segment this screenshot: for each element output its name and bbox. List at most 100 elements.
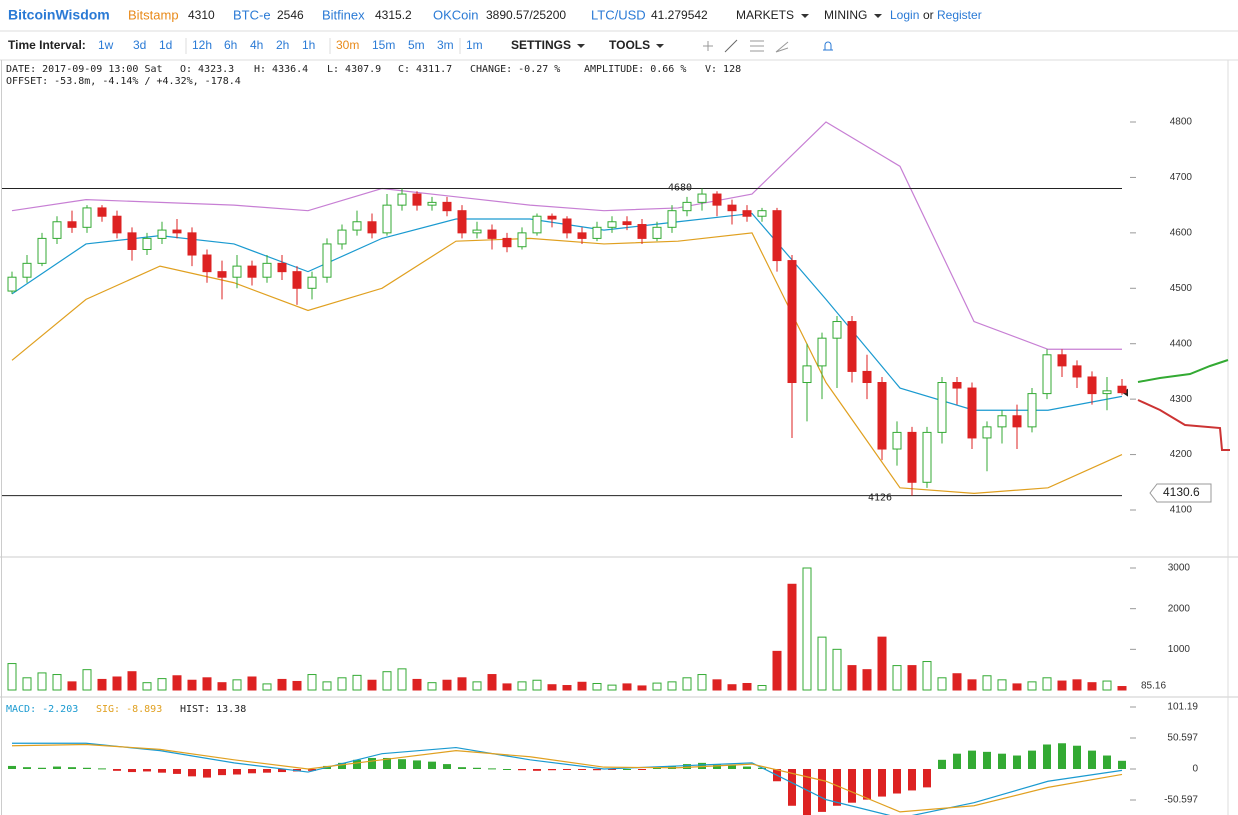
interval[interactable]: 5m — [408, 38, 425, 52]
volume-bar — [937, 677, 947, 691]
macd-line — [12, 742, 1123, 815]
settings[interactable]: SETTINGS — [511, 38, 571, 52]
interval[interactable]: 2h — [276, 38, 289, 52]
caret — [577, 44, 585, 48]
volume-bar — [637, 685, 647, 691]
volume-bar — [502, 683, 512, 691]
tools[interactable]: TOOLS — [609, 38, 650, 52]
candle-body — [262, 262, 272, 278]
logo[interactable]: BitcoinWisdom — [8, 7, 110, 23]
hist-bar — [833, 769, 841, 806]
volume-bar — [427, 682, 437, 691]
hist-bar — [1028, 750, 1036, 769]
candle-body — [892, 431, 902, 450]
info-field: V: 128 — [705, 64, 741, 75]
candle-body — [622, 221, 632, 226]
hist-bar — [128, 769, 136, 773]
volume-bar — [727, 684, 737, 691]
market-name[interactable]: Bitstamp — [128, 7, 179, 22]
interval[interactable]: 30m — [336, 38, 359, 52]
login[interactable]: Login — [890, 8, 919, 22]
hist-bar — [23, 767, 31, 769]
interval[interactable]: 6h — [224, 38, 237, 52]
volume-bar — [472, 681, 482, 691]
hist-bar — [728, 765, 736, 769]
candle-body — [442, 201, 452, 212]
hist-bar — [83, 767, 91, 769]
candle-body — [247, 265, 257, 278]
candle-body — [427, 201, 437, 206]
market-name[interactable]: Bitfinex — [322, 7, 365, 22]
candle-body — [547, 215, 557, 220]
hist-bar — [218, 769, 226, 776]
hist-bar — [158, 769, 166, 773]
y-tick-label: 4300 — [1170, 394, 1193, 405]
hist-bar — [428, 761, 436, 769]
volume-bar — [982, 675, 992, 691]
volume-bar — [322, 681, 332, 691]
y-tick-label: 4600 — [1170, 227, 1193, 238]
candle-body — [847, 321, 857, 372]
candle-body — [502, 237, 512, 248]
hist-bar — [1013, 755, 1021, 769]
interval[interactable]: 3d — [133, 38, 146, 52]
volume-bar — [352, 674, 362, 691]
volume-bar — [652, 682, 662, 691]
volume-bar — [712, 679, 722, 691]
candle-body — [97, 207, 107, 217]
candle-body — [907, 431, 917, 483]
volume-bar — [457, 677, 467, 691]
volume-bar — [742, 682, 752, 691]
volume-bar — [382, 671, 392, 691]
bollinger-lower — [11, 232, 1123, 494]
volume-bar — [127, 671, 137, 691]
y-tick-label: 4700 — [1170, 172, 1193, 183]
candle-body — [352, 221, 362, 231]
candle-body — [112, 215, 122, 234]
volume-bar — [817, 636, 827, 691]
register[interactable]: Register — [937, 8, 982, 22]
menu[interactable]: MINING — [824, 8, 867, 22]
interval[interactable]: 3m — [437, 38, 454, 52]
candle-body — [1042, 354, 1052, 395]
interval[interactable]: 12h — [192, 38, 212, 52]
hist-bar — [593, 769, 601, 771]
hist-bar — [188, 769, 196, 777]
hist-bar — [53, 766, 61, 769]
hist-bar — [338, 762, 346, 769]
market-name[interactable]: OKCoin — [433, 7, 479, 22]
candle-body — [772, 210, 782, 262]
volume-bar — [907, 665, 917, 691]
candle-body — [187, 232, 197, 256]
interval[interactable]: 1d — [159, 38, 172, 52]
candle-body — [367, 221, 377, 234]
interval[interactable]: 1w — [98, 38, 114, 52]
candle-body — [757, 210, 767, 217]
volume-bar — [52, 674, 62, 691]
interval[interactable]: 15m — [372, 38, 395, 52]
hist-bar — [938, 759, 946, 769]
interval[interactable]: 1h — [302, 38, 315, 52]
hist-bar — [488, 768, 496, 770]
market-price: 3890.57/25200 — [486, 8, 566, 22]
hist-bar — [503, 769, 511, 770]
marker-label: 4130.6 — [1163, 485, 1200, 499]
candle-body — [817, 337, 827, 367]
caret — [656, 44, 664, 48]
hist-bar — [623, 769, 631, 770]
hist-label: HIST: 13.38 — [180, 704, 246, 715]
interval[interactable]: 1m — [466, 38, 483, 52]
menu[interactable]: MARKETS — [736, 8, 794, 22]
market-name[interactable]: LTC/USD — [591, 7, 646, 22]
hist-bar — [398, 759, 406, 769]
market-price: 4310 — [188, 8, 215, 22]
candle-body — [307, 276, 317, 289]
candle-body — [1072, 365, 1082, 378]
toolbar-icons[interactable] — [703, 39, 833, 53]
market-name[interactable]: BTC-e — [233, 7, 271, 22]
or: or — [923, 8, 934, 22]
volume-bar — [307, 674, 317, 691]
volume-bar — [517, 681, 527, 691]
hist-bar — [1043, 744, 1051, 769]
interval[interactable]: 4h — [250, 38, 263, 52]
